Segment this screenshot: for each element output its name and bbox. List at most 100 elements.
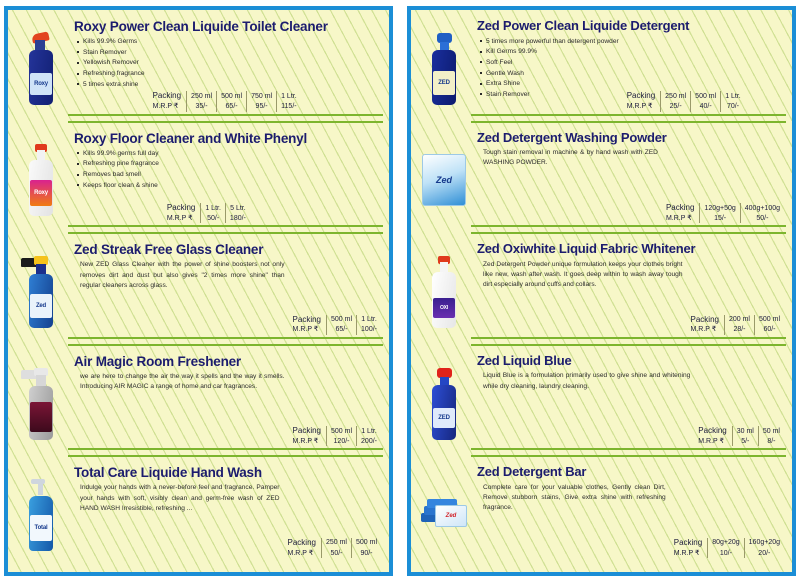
packing-label: Packing — [152, 91, 182, 101]
product-title: Zed Oxiwhite Liquid Fabric Whitener — [477, 241, 696, 257]
packing-size: 120g+50g — [699, 202, 741, 214]
product-image: Zed — [12, 237, 70, 347]
packing-size: 1 Ltr. — [356, 426, 381, 437]
mrp-value: 120/- — [326, 436, 357, 447]
right-catalog-panel: ZED Zed Power Clean Liquide Detergent 5 ti… — [407, 6, 796, 576]
product-entry[interactable]: OXI Zed Oxiwhite Liquid Fabric Whitener Ze… — [413, 235, 788, 347]
packing-label: Packing — [665, 202, 695, 212]
product-entry[interactable]: Zed Zed Streak Free Glass Cleaner New ZED … — [10, 235, 385, 347]
packing-size: 1 Ltr. — [276, 91, 301, 103]
feature-item: Removes bad smell — [77, 170, 159, 181]
price-table: Packing 120g+50g 400g+100g M.R.P ₹ 15/- 50/- — [662, 202, 784, 224]
product-entry[interactable]: Air Magic Room Freshener we are here to c… — [10, 347, 385, 459]
mrp-value: 95/- — [246, 102, 277, 112]
product-image: Zed — [415, 126, 473, 236]
mrp-value: 20/- — [743, 548, 784, 558]
product-image: Total — [12, 460, 70, 570]
feature-list: Kills 99.9% germs full day Refreshing pin… — [74, 149, 159, 192]
packing-size: 400g+100g — [739, 202, 784, 214]
packing-label: Packing — [673, 537, 703, 547]
price-table: Packing 250 ml 500 ml 1 Ltr. M.R.P ₹ 25/- 40/-… — [623, 91, 745, 112]
mrp-value: 50/- — [200, 213, 226, 224]
mrp-label: M.R.P ₹ — [287, 549, 314, 557]
price-table: Packing 250 ml 500 ml 750 ml 1 Ltr. M.R.P ₹ 35… — [149, 91, 301, 112]
mrp-label: M.R.P ₹ — [665, 214, 692, 222]
section-divider — [471, 113, 786, 123]
packing-size: 250 ml — [186, 91, 217, 103]
packing-size: 500 ml — [326, 314, 357, 326]
product-image: Zed — [415, 460, 473, 570]
mrp-value: 70/- — [720, 102, 745, 112]
packing-size: 5 Ltr. — [224, 202, 250, 214]
feature-list: Kills 99.9% Germs Stain Remover Yellowish … — [74, 37, 145, 90]
room-freshener-spray-bottle-icon — [21, 367, 56, 440]
product-entry[interactable]: ZED Zed Liquid Blue Liquid Blue is a formu… — [413, 347, 788, 459]
packing-label: Packing — [292, 426, 322, 436]
mrp-value: 50/- — [320, 548, 352, 558]
feature-item: Refreshing pine fragrance — [77, 159, 159, 170]
product-description: Liquid Blue is a formulation primarily u… — [483, 372, 691, 390]
product-image: ZED — [415, 14, 473, 124]
mrp-value: 35/- — [186, 102, 217, 112]
detergent-bar-pack-icon: Zed — [421, 497, 467, 533]
mrp-value: 115/- — [276, 102, 301, 112]
packing-label: Packing — [287, 537, 316, 547]
feature-item: Gentle Wash — [480, 69, 619, 80]
right-panel-products: ZED Zed Power Clean Liquide Detergent 5 ti… — [411, 10, 792, 572]
product-entry[interactable]: Roxy Roxy Floor Cleaner and White Phenyl K… — [10, 124, 385, 236]
section-divider — [68, 336, 383, 346]
mrp-value: 200/- — [356, 436, 381, 447]
price-table: Packing 80g+20g 160g+20g M.R.P ₹ 10/- 20/- — [670, 537, 784, 558]
section-divider — [471, 336, 786, 346]
packing-size: 1 Ltr. — [720, 91, 745, 103]
feature-item: 5 times extra shine — [77, 80, 145, 91]
packing-size: 250 ml — [320, 537, 352, 549]
packing-label: Packing — [690, 314, 719, 324]
feature-item: Kills 99.9% Germs — [77, 37, 145, 48]
mrp-label: M.R.P ₹ — [292, 437, 319, 445]
packing-size: 1 Ltr. — [200, 202, 226, 214]
section-divider — [68, 448, 383, 458]
product-title: Air Magic Room Freshener — [74, 353, 241, 369]
left-panel-products: Roxy Roxy Power Clean Liquide Toilet Clea… — [8, 10, 389, 572]
feature-item: Keeps floor clean & shine — [77, 181, 159, 192]
feature-item: Stain Remover — [480, 90, 619, 101]
packing-size: 1 Ltr. — [356, 314, 381, 326]
product-image: OXI — [415, 237, 473, 347]
product-title: Roxy Power Clean Liquide Toilet Cleaner — [74, 19, 328, 34]
product-title: Zed Power Clean Liquide Detergent — [477, 18, 690, 33]
liquid-detergent-bottle-icon: ZED — [429, 32, 459, 105]
product-title: Zed Detergent Washing Powder — [477, 129, 667, 145]
product-image — [12, 349, 70, 459]
section-divider — [68, 225, 383, 235]
product-description: we are here to change the air the way it… — [80, 372, 285, 391]
packing-size: 160g+20g — [743, 537, 784, 549]
feature-item: Refreshing fragrance — [77, 69, 145, 80]
product-entry[interactable]: Total Total Care Liquide Hand Wash Indulge… — [10, 458, 385, 570]
product-entry[interactable]: ZED Zed Power Clean Liquide Detergent 5 ti… — [413, 12, 788, 124]
mrp-value: 65/- — [326, 325, 357, 335]
mrp-value: 180/- — [224, 213, 250, 224]
product-title: Roxy Floor Cleaner and White Phenyl — [74, 130, 308, 146]
mrp-value: 8/- — [757, 436, 784, 447]
product-entry[interactable]: Roxy Roxy Power Clean Liquide Toilet Clea… — [10, 12, 385, 124]
product-entry[interactable]: Zed Zed Detergent Washing Powder Tough sta… — [413, 124, 788, 236]
packing-label: Packing — [292, 314, 322, 324]
product-image: Roxy — [12, 126, 70, 236]
product-image: ZED — [415, 349, 473, 459]
mrp-value: 10/- — [707, 548, 745, 558]
packing-size: 500 ml — [216, 91, 247, 103]
product-entry[interactable]: Zed Zed Detergent Bar Complete care for yo… — [413, 458, 788, 570]
product-title: Zed Liquid Blue — [477, 352, 572, 368]
mrp-value: 65/- — [216, 102, 247, 112]
price-table: Packing 200 ml 500 ml M.R.P ₹ 28/- 60/- — [687, 314, 784, 335]
packing-size: 30 ml — [731, 426, 759, 437]
feature-item: Yellowish Remover — [77, 58, 145, 69]
mrp-label: M.R.P ₹ — [152, 103, 179, 111]
section-divider — [471, 448, 786, 458]
mrp-value: 25/- — [660, 102, 691, 112]
packing-size: 500 ml — [350, 537, 381, 549]
section-divider — [471, 225, 786, 235]
section-divider — [68, 113, 383, 123]
product-description: Zed Detergent Powder unique formulation … — [483, 260, 683, 289]
